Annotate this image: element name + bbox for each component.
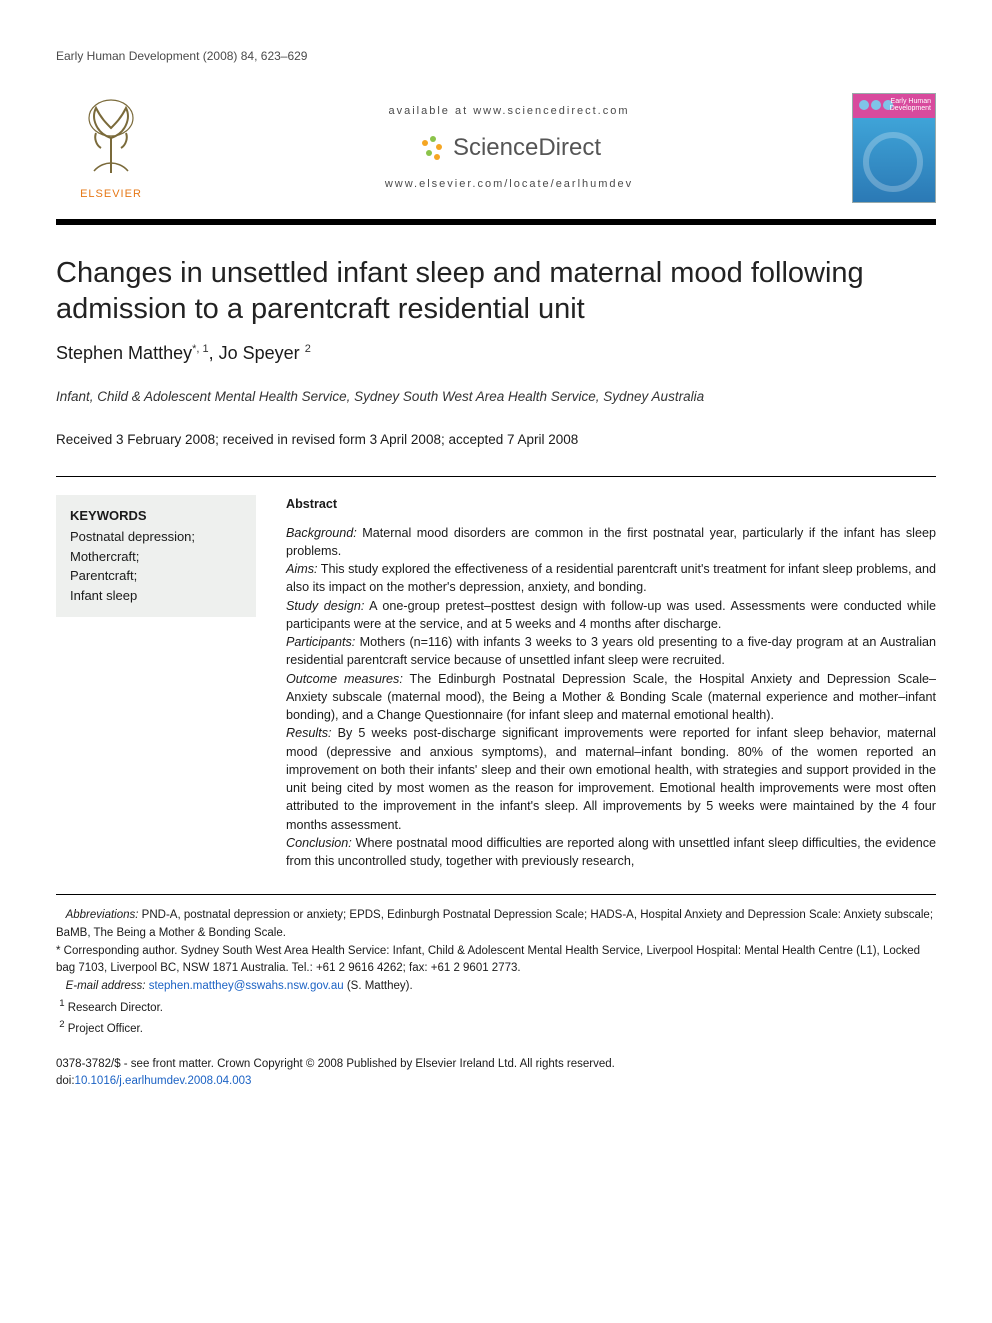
sciencedirect-name: ScienceDirect xyxy=(453,131,601,165)
abstract-label: Outcome measures: xyxy=(286,672,403,686)
corresponding-author-note: * Corresponding author. Sydney South Wes… xyxy=(56,943,936,978)
email-label: E-mail address: xyxy=(66,980,146,992)
footnotes: Abbreviations: PND-A, postnatal depressi… xyxy=(56,894,936,1037)
running-head: Early Human Development (2008) 84, 623–6… xyxy=(56,48,936,65)
author-line: Stephen Matthey*, 1, Jo Speyer 2 xyxy=(56,341,936,366)
abstract-outcome-measures: Outcome measures: The Edinburgh Postnata… xyxy=(286,670,936,725)
doi-line: doi:10.1016/j.earlhumdev.2008.04.003 xyxy=(56,1073,936,1090)
abstract-box: Abstract Background: Maternal mood disor… xyxy=(286,495,936,870)
abstract-text: Where postnatal mood difficulties are re… xyxy=(286,836,936,868)
front-matter-line: 0378-3782/$ - see front matter. Crown Co… xyxy=(56,1056,936,1073)
abstract-study-design: Study design: A one-group pretest–postte… xyxy=(286,597,936,634)
abstract-background: Background: Maternal mood disorders are … xyxy=(286,524,936,561)
email-attribution: (S. Matthey). xyxy=(347,980,413,992)
abstract-participants: Participants: Mothers (n=116) with infan… xyxy=(286,633,936,670)
abstract-text: By 5 weeks post-discharge significant im… xyxy=(286,726,936,831)
affiliation: Infant, Child & Adolescent Mental Health… xyxy=(56,388,936,407)
abstract-text: Mothers (n=116) with infants 3 weeks to … xyxy=(286,635,936,667)
abstract-text: Maternal mood disorders are common in th… xyxy=(286,526,936,558)
sciencedirect-brand: ScienceDirect xyxy=(417,131,601,165)
journal-cover-title: Early Human Development xyxy=(853,98,931,113)
keyword-item: Mothercraft; xyxy=(70,547,242,567)
footnote-2: 2 Project Officer. xyxy=(56,1018,936,1038)
abstract-label: Aims: xyxy=(286,562,317,576)
footer-rights: 0378-3782/$ - see front matter. Crown Co… xyxy=(56,1056,936,1091)
author-2-name: Jo Speyer xyxy=(219,343,300,363)
abstract-label: Participants: xyxy=(286,635,355,649)
doi-link[interactable]: 10.1016/j.earlhumdev.2008.04.003 xyxy=(75,1075,252,1087)
footnote-2-text: Project Officer. xyxy=(68,1022,143,1034)
doi-label: doi: xyxy=(56,1075,75,1087)
publisher-logo: ELSEVIER xyxy=(56,93,166,202)
keyword-item: Postnatal depression; xyxy=(70,527,242,547)
publisher-label: ELSEVIER xyxy=(80,187,142,202)
email-note: E-mail address: stephen.matthey@sswahs.n… xyxy=(56,978,936,995)
abstract-aims: Aims: This study explored the effectiven… xyxy=(286,560,936,597)
elsevier-tree-icon xyxy=(66,93,156,183)
keyword-item: Parentcraft; xyxy=(70,566,242,586)
keywords-heading: KEYWORDS xyxy=(70,507,242,525)
page-container: Early Human Development (2008) 84, 623–6… xyxy=(0,0,992,1130)
keywords-box: KEYWORDS Postnatal depression; Mothercra… xyxy=(56,495,256,617)
journal-cover-thumbnail: Early Human Development xyxy=(852,93,936,203)
abstract-conclusion: Conclusion: Where postnatal mood difficu… xyxy=(286,834,936,871)
article-history: Received 3 February 2008; received in re… xyxy=(56,431,936,450)
abstract-label: Background: xyxy=(286,526,357,540)
author-1-markers: *, 1 xyxy=(192,343,209,355)
abstract-keywords-row: KEYWORDS Postnatal depression; Mothercra… xyxy=(56,476,936,870)
masthead: ELSEVIER available at www.sciencedirect.… xyxy=(56,83,936,225)
article-title: Changes in unsettled infant sleep and ma… xyxy=(56,255,936,328)
abstract-label: Results: xyxy=(286,726,332,740)
abbreviations-text: Abbreviations: PND-A, postnatal depressi… xyxy=(56,909,933,938)
abstract-label: Conclusion: xyxy=(286,836,352,850)
masthead-inner: ELSEVIER available at www.sciencedirect.… xyxy=(56,83,936,219)
abstract-text: This study explored the effectiveness of… xyxy=(286,562,936,594)
abstract-label: Study design: xyxy=(286,599,364,613)
available-at-line: available at www.sciencedirect.com xyxy=(388,104,629,119)
abstract-heading: Abstract xyxy=(286,495,936,513)
masthead-center: available at www.sciencedirect.com Scien… xyxy=(186,104,832,192)
email-link[interactable]: stephen.matthey@sswahs.nsw.gov.au xyxy=(149,980,344,992)
author-1-name: Stephen Matthey xyxy=(56,343,192,363)
sciencedirect-icon xyxy=(417,133,447,163)
abstract-text: A one-group pretest–posttest design with… xyxy=(286,599,936,631)
keyword-item: Infant sleep xyxy=(70,586,242,606)
footnote-1: 1 Research Director. xyxy=(56,997,936,1017)
author-2-markers: 2 xyxy=(305,343,311,355)
abstract-results: Results: By 5 weeks post-discharge signi… xyxy=(286,724,936,834)
abbreviations-note: Abbreviations: PND-A, postnatal depressi… xyxy=(56,907,936,942)
locate-line: www.elsevier.com/locate/earlhumdev xyxy=(385,177,633,192)
footnote-1-text: Research Director. xyxy=(68,1001,163,1013)
